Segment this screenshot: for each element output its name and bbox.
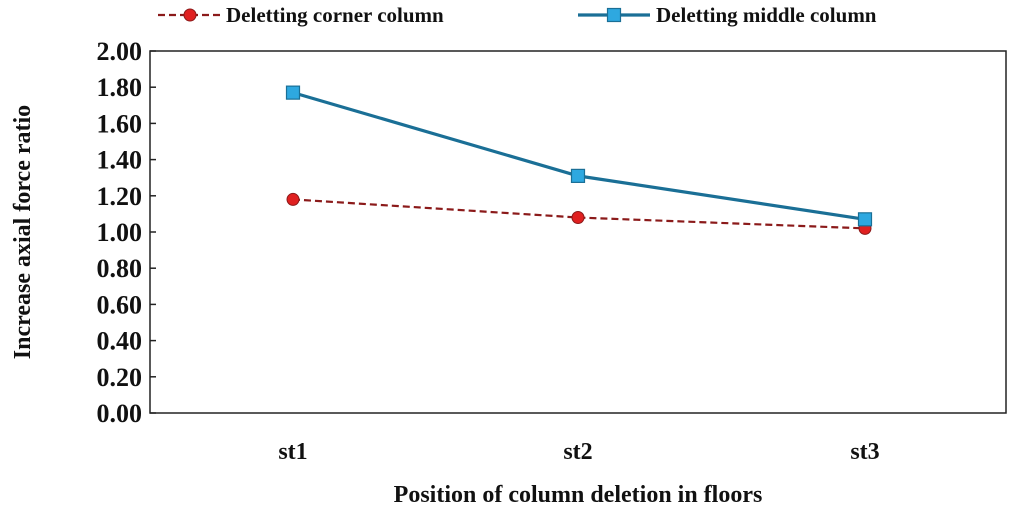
y-tick-label: 1.00 [97,218,143,247]
data-point-circle [286,192,300,206]
legend-label-0: Deletting corner column [226,3,444,27]
x-axis-title: Position of column deletion in floors [394,482,763,508]
y-tick-label: 0.60 [97,290,143,319]
x-tick-label: st2 [563,439,592,465]
data-point-circle [571,211,585,225]
y-axis: 0.00 0.20 0.40 0.60 0.80 1.00 1.20 1.40 1.60 1.80… [97,37,156,428]
legend-label-1: Deletting middle column [656,3,877,27]
plot-area [149,50,1007,414]
y-tick-label: 0.40 [97,327,143,356]
data-point-square [285,85,301,100]
data-point-square [570,168,586,183]
y-tick-label: 1.20 [97,182,143,211]
x-axis: st1 st2 st3 [278,439,879,465]
series-line-1 [292,91,866,221]
series-line-0 [292,198,866,230]
y-tick-label: 1.40 [97,146,143,175]
legend-marker-circle [183,8,197,22]
y-tick-label: 0.00 [97,399,143,428]
y-tick-label: 1.80 [97,73,143,102]
legend: Deletting corner column Deletting middle … [158,3,877,27]
y-tick-label: 0.20 [97,363,143,392]
y-axis-title: Increase axial force ratio [10,105,36,359]
series-group [285,85,873,235]
legend-marker-square [606,7,622,23]
x-tick-label: st1 [278,439,307,465]
data-point-square [857,212,873,227]
x-tick-label: st3 [850,439,879,465]
y-tick-label: 1.60 [97,109,143,138]
y-tick-label: 2.00 [97,37,143,66]
y-tick-label: 0.80 [97,254,143,283]
